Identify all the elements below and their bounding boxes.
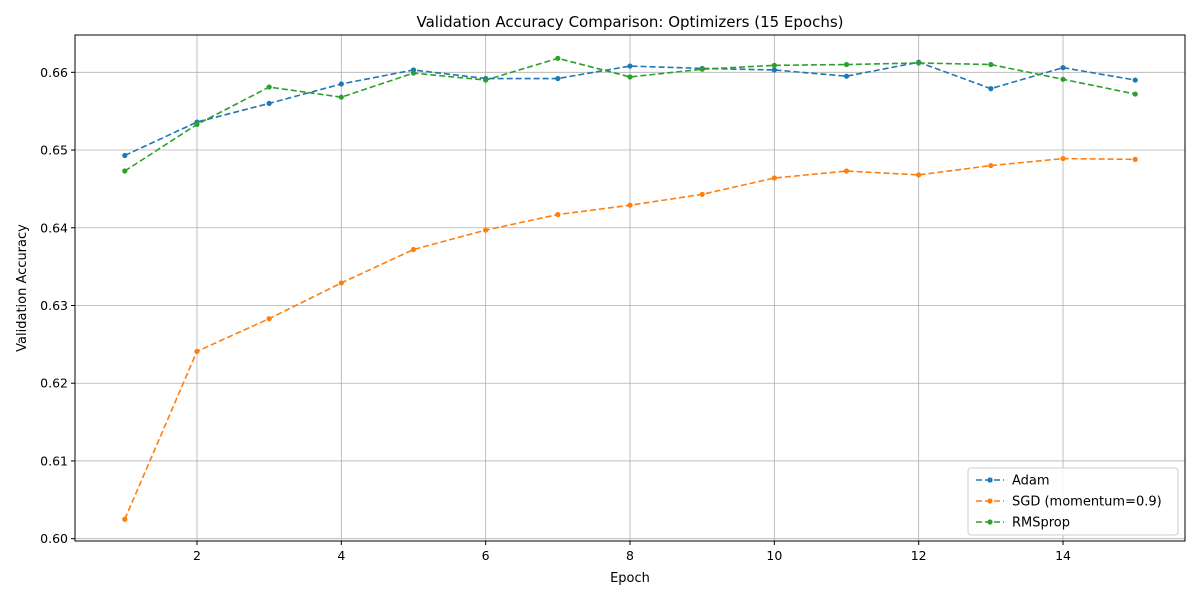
- legend-label: RMSprop: [1012, 516, 1070, 531]
- y-tick-label: 0.65: [40, 143, 68, 158]
- data-point: [555, 75, 561, 82]
- data-point: [916, 172, 922, 178]
- y-tick-label: 0.62: [40, 376, 68, 391]
- grid: [75, 35, 1185, 541]
- data-point: [771, 67, 777, 73]
- data-point: [1060, 155, 1066, 162]
- data-point: [627, 63, 633, 69]
- data-point: [338, 94, 344, 100]
- data-point: [627, 74, 633, 80]
- x-tick-label: 2: [193, 548, 201, 563]
- data-point: [699, 191, 705, 197]
- data-point: [266, 316, 272, 322]
- x-axis-label: Epoch: [610, 571, 650, 586]
- data-point: [1132, 77, 1138, 83]
- data-point: [122, 168, 128, 174]
- data-point: [771, 62, 777, 68]
- ticks: 2 4 6 8 10 12 14 0.60 0.61 0.62 0.63 0.64 0.65 0.66: [40, 65, 1071, 563]
- data-point: [483, 227, 489, 233]
- series-sgd: [122, 155, 1138, 522]
- legend-label: SGD (momentum=0.9): [1012, 495, 1162, 510]
- data-point: [410, 70, 417, 76]
- legend-marker: [987, 498, 993, 504]
- data-point: [1132, 91, 1138, 97]
- chart-title: Validation Accuracy Comparison: Optimize…: [416, 13, 843, 31]
- data-point: [1060, 76, 1066, 82]
- y-tick-label: 0.61: [40, 453, 68, 468]
- legend-box: [967, 467, 1179, 536]
- data-point: [483, 77, 489, 83]
- y-tick-label: 0.60: [40, 531, 68, 546]
- data-point: [555, 211, 561, 218]
- data-point: [1060, 65, 1066, 71]
- data-point: [843, 168, 850, 174]
- x-tick-label: 8: [626, 548, 634, 563]
- series-line: [124, 57, 1136, 172]
- legend-label: Adam: [1012, 474, 1050, 489]
- data-point: [1132, 156, 1138, 162]
- data-point: [122, 152, 128, 159]
- data-point: [771, 175, 777, 181]
- x-tick-label: 4: [337, 548, 345, 563]
- data-point: [843, 61, 850, 68]
- x-tick-label: 14: [1055, 548, 1071, 563]
- x-tick-label: 10: [766, 548, 782, 563]
- data-point: [555, 55, 561, 61]
- data-point: [266, 84, 272, 90]
- legend-marker: [987, 519, 993, 525]
- data-point: [266, 100, 272, 106]
- data-point: [988, 86, 994, 92]
- data-point: [338, 81, 344, 87]
- series-rmsprop: [122, 55, 1138, 174]
- legend-marker: [987, 477, 993, 483]
- data-point: [410, 246, 417, 253]
- x-tick-label: 6: [482, 548, 490, 563]
- data-point: [122, 516, 128, 522]
- data-point: [843, 73, 850, 79]
- legend-item: Adam: [976, 474, 1050, 489]
- y-tick-label: 0.64: [40, 220, 68, 235]
- series-group: [122, 55, 1138, 522]
- legend-item: RMSprop: [976, 516, 1070, 531]
- y-tick-label: 0.63: [40, 298, 68, 313]
- data-point: [699, 66, 705, 72]
- legend-item: SGD (momentum=0.9): [976, 495, 1162, 510]
- data-point: [194, 348, 200, 354]
- y-axis-label: Validation Accuracy: [15, 224, 30, 352]
- data-point: [338, 280, 344, 286]
- data-point: [194, 121, 200, 127]
- data-point: [988, 61, 994, 68]
- data-point: [916, 60, 922, 66]
- y-tick-label: 0.66: [40, 65, 68, 80]
- x-tick-label: 12: [911, 548, 927, 563]
- legend: Adam SGD (momentum=0.9) RMSprop: [967, 467, 1179, 536]
- data-point: [988, 162, 994, 169]
- data-point: [627, 202, 633, 208]
